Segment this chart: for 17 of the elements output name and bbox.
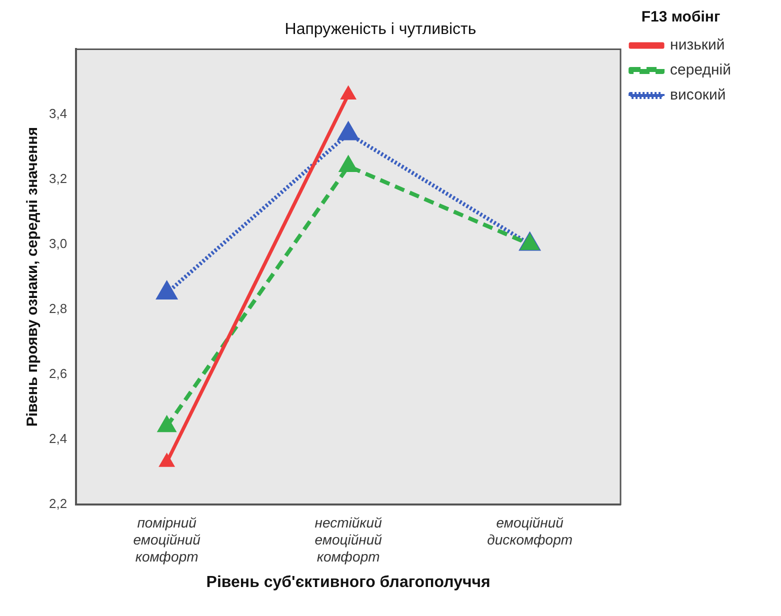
y-tick-label: 3,0 <box>48 236 68 251</box>
y-axis-title: Рівень прояву ознаки, середні значення <box>24 126 42 427</box>
y-tick-label: 3,2 <box>48 170 68 186</box>
legend-label: високий <box>670 86 726 104</box>
y-tick-label: 3,4 <box>48 106 68 121</box>
x-tick-label: нестійкий емоційний комфорт <box>314 514 382 564</box>
legend-label: середній <box>670 62 732 79</box>
x-tick-label: помірний емоційний комфорт <box>133 514 201 564</box>
legend-title: F13 мобінг <box>641 8 720 26</box>
chart-title: Напруженість і чутливість <box>284 21 476 38</box>
x-tick-label: емоційний дискомфорт <box>487 514 573 548</box>
y-tick-label: 2,6 <box>48 366 68 381</box>
legend-label: низький <box>670 36 725 54</box>
y-tick-label: 2,4 <box>48 430 68 446</box>
y-tick-label: 2,2 <box>48 496 68 511</box>
x-axis-title: Рівень суб'єктивного благополуччя <box>206 574 490 591</box>
y-tick-label: 2,8 <box>48 300 68 316</box>
